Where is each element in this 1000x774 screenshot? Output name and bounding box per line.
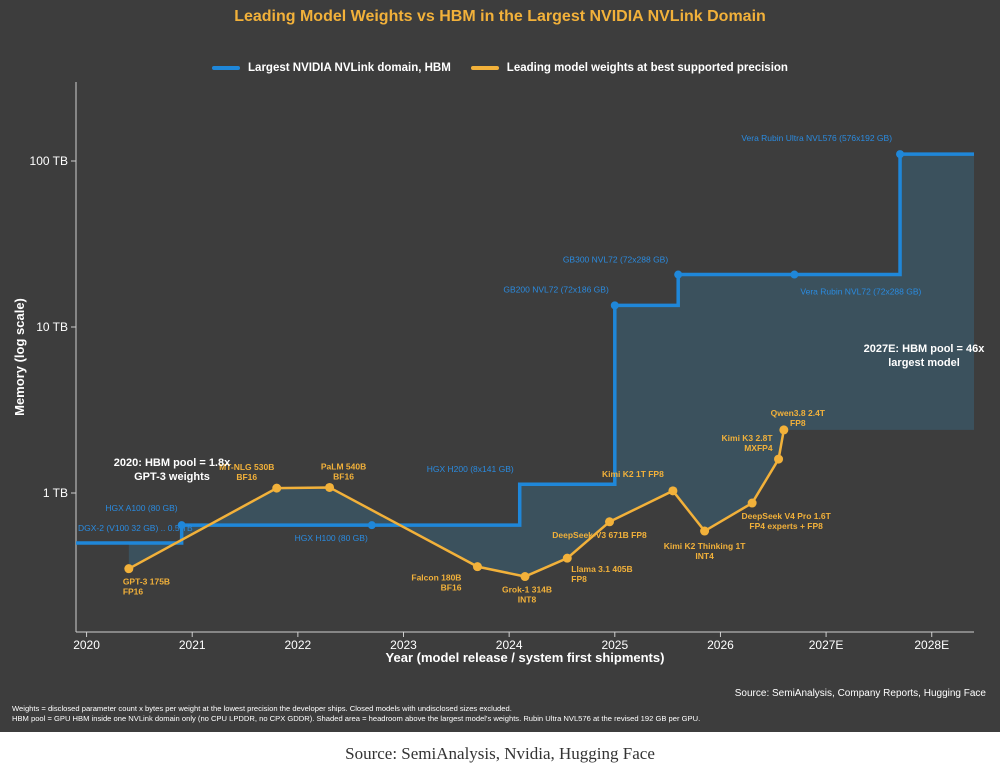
- weights-label-5-line2: FP8: [571, 574, 587, 584]
- footnotes: Weights = disclosed parameter count x by…: [12, 704, 700, 724]
- weights-label-0-line2: FP16: [123, 587, 144, 597]
- weights-label-9-line2: FP4 experts + FP8: [749, 521, 823, 531]
- weights-marker-3: [472, 562, 482, 572]
- weights-marker-7: [668, 486, 678, 496]
- legend-item-weights: Leading model weights at best supported …: [470, 62, 788, 74]
- headroom-shading: [76, 154, 974, 577]
- legend-swatch-hbm: [212, 66, 241, 70]
- legend-item-hbm: Largest NVIDIA NVLink domain, HBM: [212, 62, 451, 74]
- weights-marker-9: [747, 498, 757, 508]
- weights-label-11: Qwen3.8 2.4T: [771, 408, 826, 418]
- chart-svg: 100 TB 10 TB 1 TB 2020 2021 2022 2023 2024 2025 2…: [12, 82, 974, 665]
- source-caption: Source: SemiAnalysis, Nvidia, Hugging Fa…: [345, 744, 655, 763]
- weights-label-6: DeepSeek-V3 671B FP8: [552, 530, 647, 540]
- x-axis-label: Year (model release / system first shipm…: [386, 650, 665, 665]
- weights-label-8-line2: INT4: [695, 551, 714, 561]
- annotation-2020-line2: GPT-3 weights: [134, 471, 210, 483]
- weights-label-1: MT-NLG 530B: [219, 462, 274, 472]
- weights-label-4: Grok-1 314B: [502, 585, 552, 595]
- weights-marker-11: [779, 425, 789, 435]
- x-tick-label-1: 2021: [179, 638, 206, 652]
- annotation-2027-line1: 2027E: HBM pool = 46x: [863, 343, 985, 355]
- x-tick-label-7: 2027E: [809, 638, 844, 652]
- weights-marker-4: [520, 572, 530, 582]
- x-tick-label-2: 2022: [285, 638, 312, 652]
- x-tick-label-6: 2026: [707, 638, 734, 652]
- weights-marker-5: [562, 553, 572, 563]
- x-tick-label-4: 2024: [496, 638, 523, 652]
- weights-label-2-line2: BF16: [333, 471, 354, 481]
- source-right: Source: SemiAnalysis, Company Reports, H…: [734, 688, 986, 699]
- hbm-marker-6: [790, 270, 799, 279]
- weights-label-1-line2: BF16: [236, 472, 257, 482]
- weights-marker-0: [124, 564, 134, 574]
- chart-title: Leading Model Weights vs HBM in the Larg…: [234, 8, 766, 25]
- weights-marker-1: [272, 483, 282, 493]
- y-tick-label-2: 1 TB: [43, 486, 68, 500]
- annotation-2020-line1: 2020: HBM pool = 1.8x: [113, 457, 231, 469]
- hbm-marker-7: [896, 150, 905, 159]
- weights-label-7: Kimi K2 1T FP8: [602, 469, 664, 479]
- hbm-series-line: [76, 152, 974, 545]
- annotation-2027-line2: largest model: [888, 357, 960, 369]
- hbm-label-2: HGX H100 (80 GB): [295, 533, 368, 543]
- weights-label-3-line2: BF16: [441, 583, 462, 593]
- weights-marker-2: [325, 482, 335, 492]
- weights-label-4-line2: INT8: [518, 595, 537, 605]
- weights-label-10: Kimi K3 2.8T: [722, 433, 774, 443]
- hbm-label-1: HGX A100 (80 GB): [105, 503, 177, 513]
- x-tick-label-3: 2023: [390, 638, 417, 652]
- weights-marker-6: [605, 517, 615, 527]
- hbm-label-3: HGX H200 (8x141 GB): [427, 464, 514, 474]
- hbm-marker-4: [610, 301, 619, 310]
- hbm-label-7: Vera Rubin Ultra NVL576 (576x192 GB): [741, 133, 892, 143]
- weights-label-2: PaLM 540B: [321, 461, 366, 471]
- weights-marker-8: [700, 526, 710, 536]
- weights-label-10-line2: MXFP4: [744, 443, 773, 453]
- legend-label-hbm: Largest NVIDIA NVLink domain, HBM: [248, 62, 451, 74]
- hbm-marker-5: [674, 270, 683, 279]
- x-tick-label-5: 2025: [601, 638, 628, 652]
- annotation-2020: 2020: HBM pool = 1.8x GPT-3 weights: [62, 456, 282, 484]
- hbm-marker-2: [367, 521, 376, 530]
- hbm-label-5: GB300 NVL72 (72x288 GB): [563, 255, 669, 265]
- weights-series-line: [128, 429, 786, 578]
- annotation-2027: 2027E: HBM pool = 46x largest model: [840, 342, 1000, 370]
- weights-marker-10: [774, 454, 784, 464]
- footnote-1: Weights = disclosed parameter count x by…: [12, 704, 512, 713]
- weights-label-8: Kimi K2 Thinking 1T: [664, 541, 747, 551]
- legend: Largest NVIDIA NVLink domain, HBM Leadin…: [0, 62, 1000, 74]
- hbm-label-0: DGX-2 (V100 32 GB) .. 0.5 TB: [78, 523, 193, 533]
- weights-label-9: DeepSeek V4 Pro 1.6T: [741, 511, 831, 521]
- y-tick-label-0: 100 TB: [30, 154, 68, 168]
- x-tick-label-8: 2028E: [914, 638, 949, 652]
- weights-label-0: GPT-3 175B: [123, 577, 170, 587]
- weights-label-5: Llama 3.1 405B: [571, 564, 632, 574]
- hbm-marker-1: [177, 521, 186, 530]
- weights-label-11-line2: FP8: [790, 418, 806, 428]
- hbm-label-6: Vera Rubin NVL72 (72x288 GB): [800, 287, 921, 297]
- weights-label-3: Falcon 180B: [411, 573, 461, 583]
- x-tick-label-0: 2020: [73, 638, 100, 652]
- y-tick-label-1: 10 TB: [36, 320, 68, 334]
- hbm-label-4: GB200 NVL72 (72x186 GB): [503, 284, 609, 294]
- legend-label-weights: Leading model weights at best supported …: [506, 62, 788, 74]
- footnote-2: HBM pool = GPU HBM inside one NVLink dom…: [12, 714, 701, 723]
- y-axis-label: Memory (log scale): [12, 298, 27, 416]
- legend-swatch-weights: [470, 66, 499, 70]
